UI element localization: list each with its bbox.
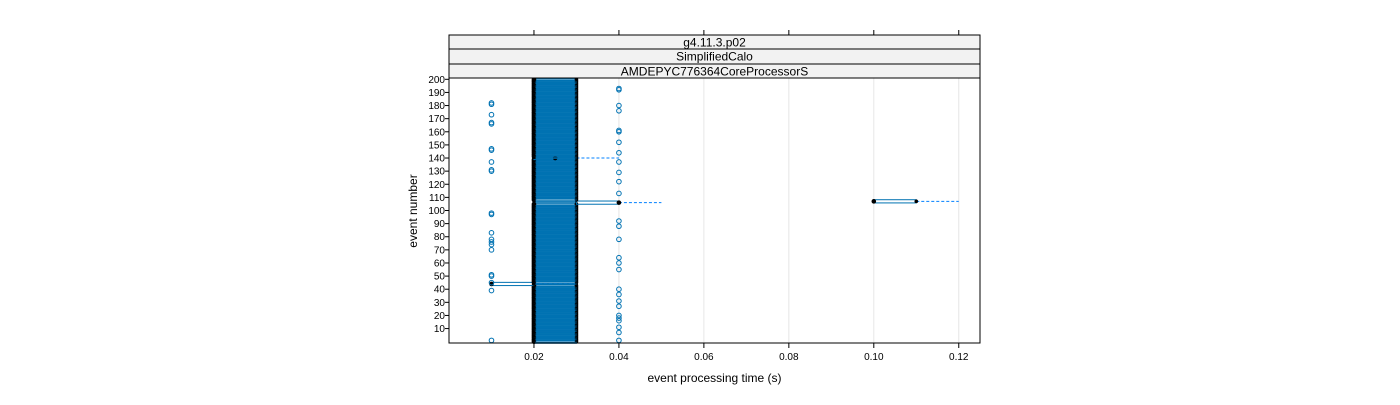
outlier-point (616, 169, 622, 176)
y-tick-label: 10 (434, 324, 446, 335)
y-tick-label: 100 (428, 206, 445, 217)
outlier-point (616, 159, 622, 165)
outlier-point (616, 266, 622, 273)
x-tick-label: 0.06 (694, 352, 714, 363)
outlier-point (488, 279, 495, 286)
outlier-point (616, 303, 622, 310)
outlier-point (488, 241, 495, 248)
x-tick-label: 0.12 (949, 352, 969, 363)
outlier-point (488, 119, 495, 126)
y-tick-label: 20 (434, 311, 446, 322)
outlier-point (616, 298, 622, 304)
outlier-point (488, 146, 495, 152)
outlier-point (488, 100, 495, 106)
y-axis-title: event number (406, 174, 420, 247)
outlier-point (616, 329, 622, 336)
grid-layer (449, 78, 980, 343)
x-axis-title: event processing time (s) (647, 371, 781, 385)
y-tick-label: 90 (434, 219, 446, 230)
median-dot (531, 201, 537, 207)
outlier-point (616, 291, 622, 298)
y-tick-label: 190 (428, 88, 445, 99)
outlier-point (616, 178, 622, 185)
outlier-point (488, 210, 495, 216)
outlier-point (488, 159, 495, 165)
outlier-point (616, 190, 622, 197)
y-tick-label: 170 (428, 114, 445, 125)
y-tick-label: 110 (429, 193, 445, 204)
outlier-point (616, 315, 622, 321)
x-tick-label: 0.02 (524, 352, 544, 363)
q3-dot (617, 200, 621, 205)
outlier-point (616, 218, 622, 224)
y-tick-label: 70 (434, 245, 446, 256)
outlier-point (616, 102, 622, 109)
q3-dot (914, 199, 919, 204)
y-tick-label: 80 (434, 232, 446, 243)
median-dot (871, 199, 877, 204)
y-tick-label: 30 (434, 298, 446, 309)
y-tick-label: 130 (428, 167, 445, 178)
outlier-point (488, 167, 495, 173)
outlier-point (616, 286, 622, 293)
outlier-point (616, 312, 622, 319)
strip-label-2: SimplifiedCalo (676, 50, 753, 64)
x-tick-label: 0.04 (609, 352, 629, 363)
strip-layer: g4.11.3.p02 SimplifiedCalo AMDEPYC776364… (448, 34, 981, 79)
outlier-point (616, 236, 622, 243)
y-tick-label: 40 (434, 285, 446, 296)
outlier-point (488, 111, 495, 118)
y-tick-label: 140 (428, 154, 445, 165)
y-tick-label: 200 (428, 75, 445, 86)
outlier-point (616, 324, 622, 331)
outlier-point (488, 271, 495, 278)
outlier-point (616, 139, 622, 146)
outlier-point (488, 230, 495, 236)
panel-bg (449, 78, 980, 343)
outlier-point (616, 317, 622, 324)
y-tick-label: 160 (428, 127, 445, 138)
box-layer (489, 77, 959, 344)
outlier-point (616, 107, 622, 114)
y-tick-label: 50 (434, 272, 446, 283)
outlier-point (616, 149, 622, 156)
y-tick-label: 60 (434, 258, 446, 269)
outlier-layer (488, 85, 622, 344)
y-tick-label: 150 (428, 140, 445, 151)
outlier-point (616, 260, 622, 266)
outlier-point (616, 254, 622, 261)
x-tick-label: 0.10 (864, 352, 884, 363)
outlier-point (616, 127, 622, 134)
outlier-point (616, 85, 622, 92)
outlier-point (488, 247, 495, 253)
outlier-point (488, 239, 495, 245)
strip-label-3: AMDEPYC776364CoreProcessorS (621, 65, 808, 79)
axis-layer: 0.02 0.04 0.06 0.08 0.10 0.12 10 20 30 40 50 60 70 80… (428, 30, 969, 363)
y-tick-label: 120 (428, 180, 445, 191)
strip-bg-3 (448, 63, 981, 79)
strip-label-1: g4.11.3.p02 (683, 36, 746, 50)
outlier-point (488, 287, 495, 294)
y-tick-label: 180 (428, 101, 445, 112)
x-tick-label: 0.08 (779, 352, 799, 363)
outlier-point (488, 236, 495, 243)
outlier-point (616, 223, 622, 230)
